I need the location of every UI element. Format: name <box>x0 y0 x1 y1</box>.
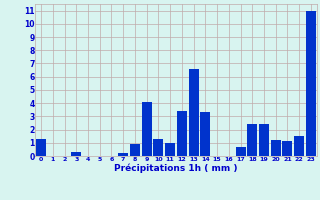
X-axis label: Précipitations 1h ( mm ): Précipitations 1h ( mm ) <box>114 163 238 173</box>
Bar <box>294 136 304 156</box>
Bar <box>247 124 257 156</box>
Bar <box>271 140 281 156</box>
Bar <box>165 143 175 156</box>
Bar <box>130 144 140 156</box>
Bar <box>259 124 269 156</box>
Bar <box>283 141 292 156</box>
Bar <box>306 11 316 156</box>
Bar <box>118 153 128 156</box>
Bar <box>153 139 164 156</box>
Bar <box>36 139 46 156</box>
Bar <box>200 112 210 156</box>
Bar <box>71 152 81 156</box>
Bar <box>188 69 199 156</box>
Bar <box>142 102 152 156</box>
Bar <box>236 147 245 156</box>
Bar <box>177 111 187 156</box>
